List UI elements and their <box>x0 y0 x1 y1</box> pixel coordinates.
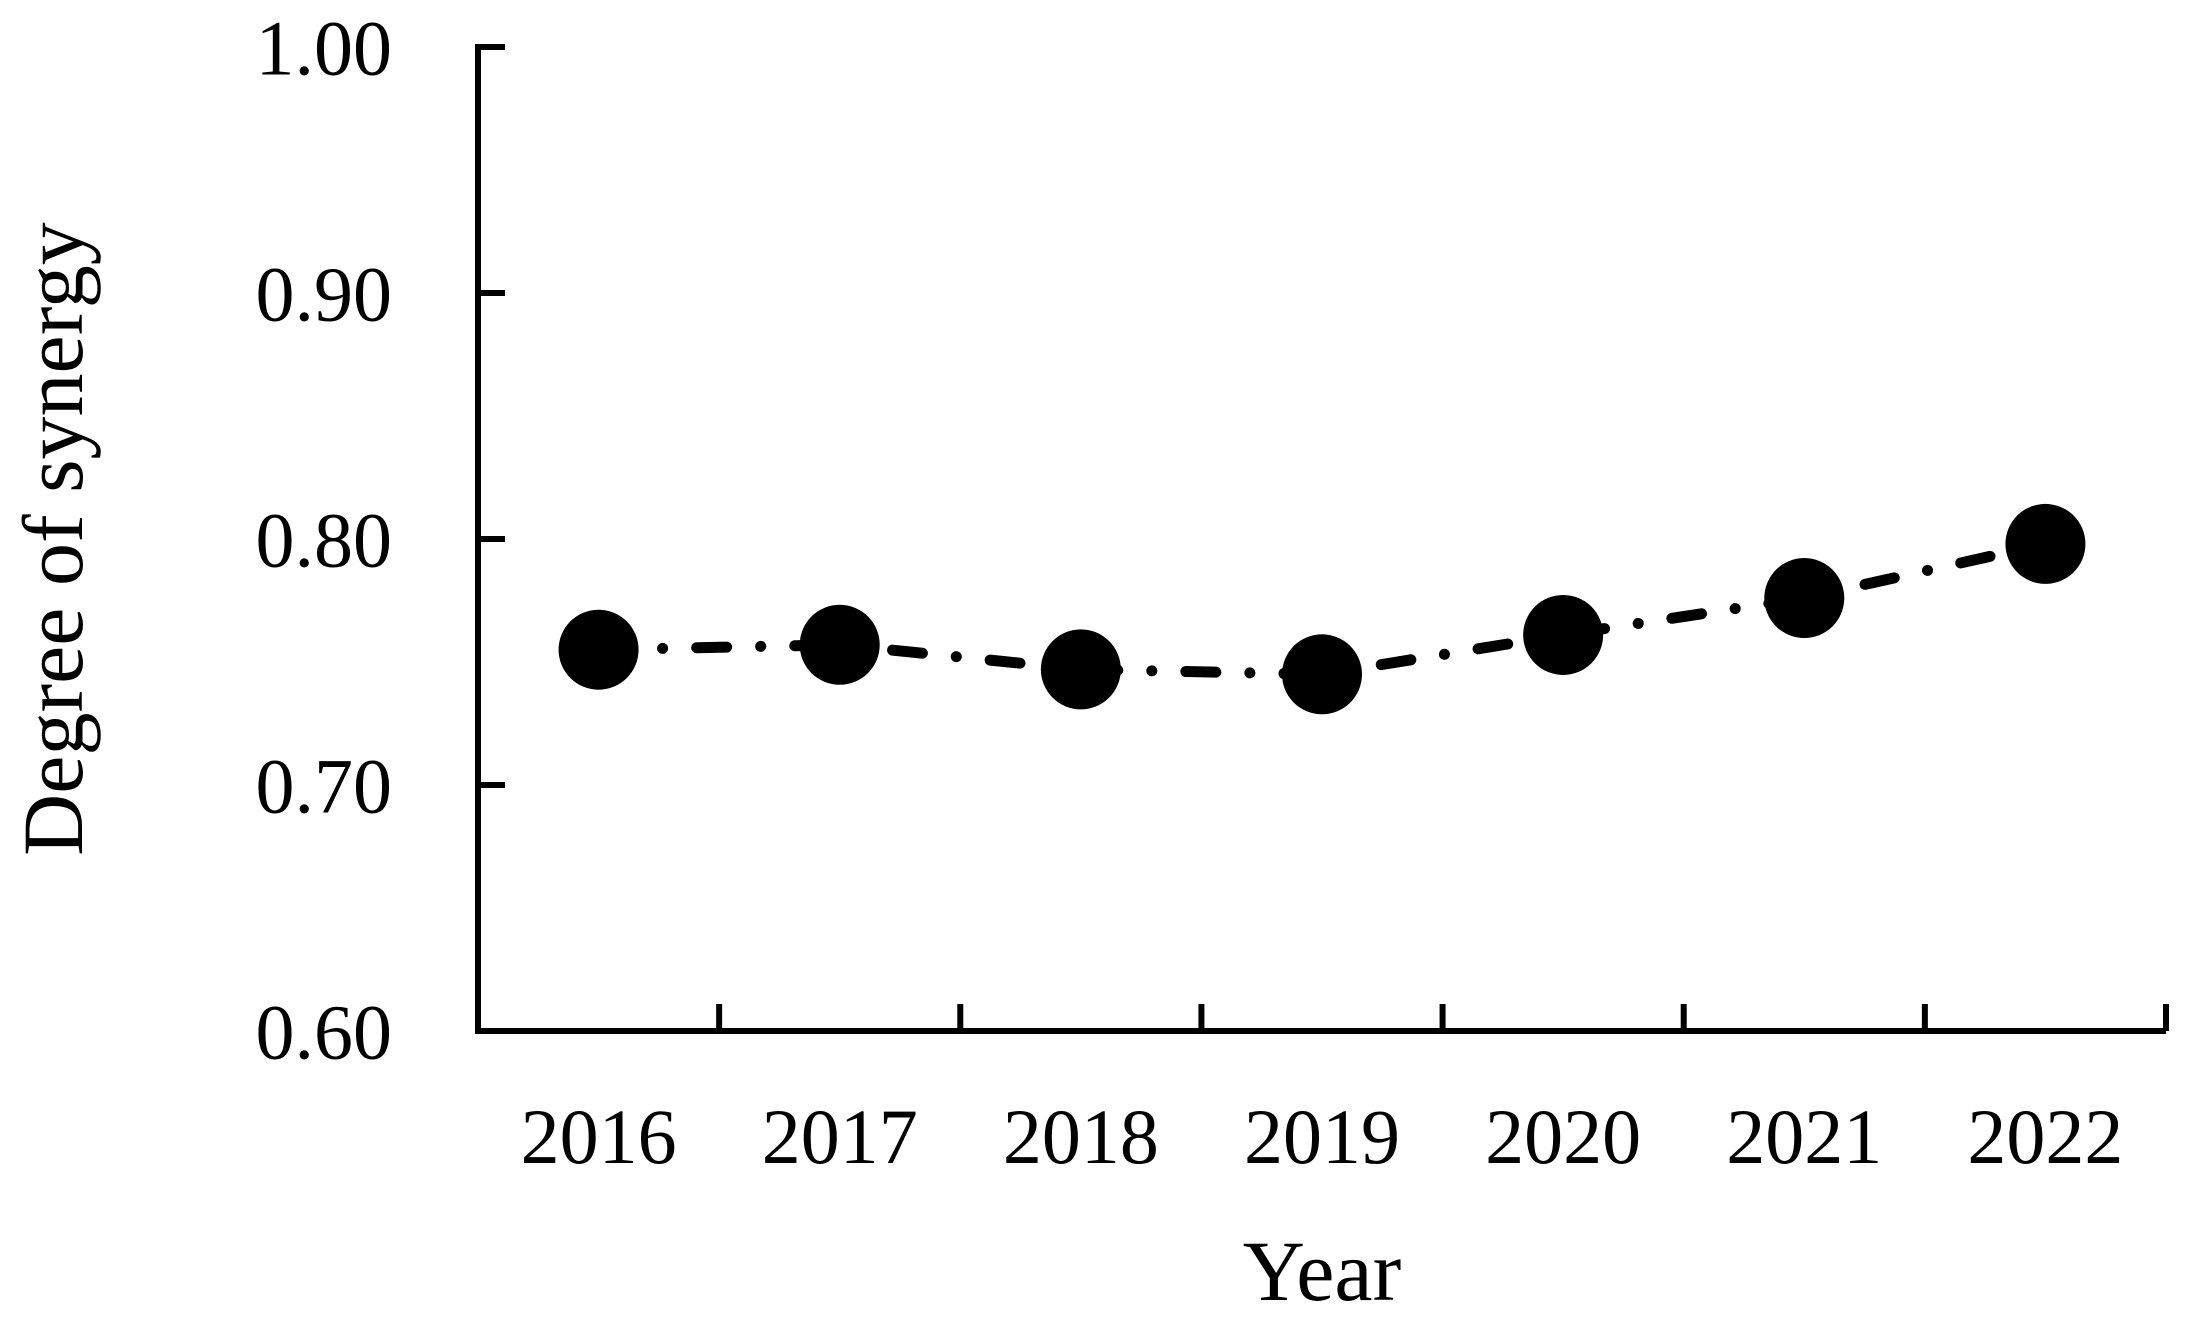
x-tick-label: 2021 <box>1726 1093 1882 1180</box>
x-tick-label: 2017 <box>762 1093 918 1180</box>
x-tick-label: 2022 <box>1967 1093 2123 1180</box>
x-tick-label: 2019 <box>1244 1093 1400 1180</box>
x-axis-title: Year <box>1243 1223 1401 1319</box>
tick-marks <box>478 44 2169 1034</box>
x-tick-label: 2018 <box>1003 1093 1159 1180</box>
y-tick-label: 0.70 <box>256 742 393 829</box>
x-tick-label: 2020 <box>1485 1093 1641 1180</box>
data-point-2020 <box>1523 594 1604 675</box>
data-point-2019 <box>1282 634 1362 715</box>
axis-lines <box>475 44 2166 1034</box>
y-tick-label: 0.60 <box>256 988 393 1075</box>
x-tick-label: 2016 <box>521 1093 677 1180</box>
y-axis-title: Degree of synergy <box>5 222 101 856</box>
axes <box>475 44 2166 1034</box>
data-point-2022 <box>2005 503 2086 584</box>
data-series <box>558 503 2086 715</box>
data-point-2018 <box>1040 629 1121 710</box>
y-tick-label: 0.80 <box>256 496 393 583</box>
data-point-2016 <box>558 609 639 690</box>
data-point-2021 <box>1764 558 1845 639</box>
data-point-2017 <box>799 604 880 685</box>
y-tick-label: 0.90 <box>256 250 393 337</box>
y-tick-label: 1.00 <box>256 4 393 91</box>
tick-labels: 1.00 0.90 0.80 0.70 0.60 2016 2017 2018 2019 2020… <box>256 4 2124 1180</box>
